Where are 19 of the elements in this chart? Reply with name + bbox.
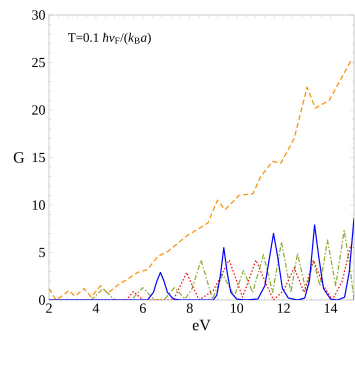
- y-tick-label: 10: [32, 200, 45, 210]
- line-series: [49, 218, 354, 300]
- annotation: T=0.1 ħv$_{F}$/(k$_{B}$a): [68, 32, 151, 45]
- x-tick-label: 4: [92, 304, 100, 313]
- y-tick-label: 5: [39, 248, 45, 258]
- y-tick-label: 20: [32, 105, 45, 115]
- line-series: [49, 60, 354, 300]
- x-tick-label: 8: [186, 304, 193, 313]
- y-axis-title: G: [14, 152, 24, 163]
- x-tick-label: 10: [230, 304, 244, 313]
- x-axis-title: eV: [192, 320, 211, 330]
- x-tick-label: 12: [278, 304, 290, 313]
- x-tick-label: 6: [140, 304, 146, 313]
- y-tick-label: 30: [32, 10, 45, 20]
- y-tick-label: 25: [32, 58, 45, 68]
- x-tick-label: 2: [46, 304, 52, 313]
- x-tick-label: 14: [324, 304, 338, 313]
- y-tick-label: 15: [32, 152, 45, 162]
- y-tick-label: 0: [39, 295, 45, 305]
